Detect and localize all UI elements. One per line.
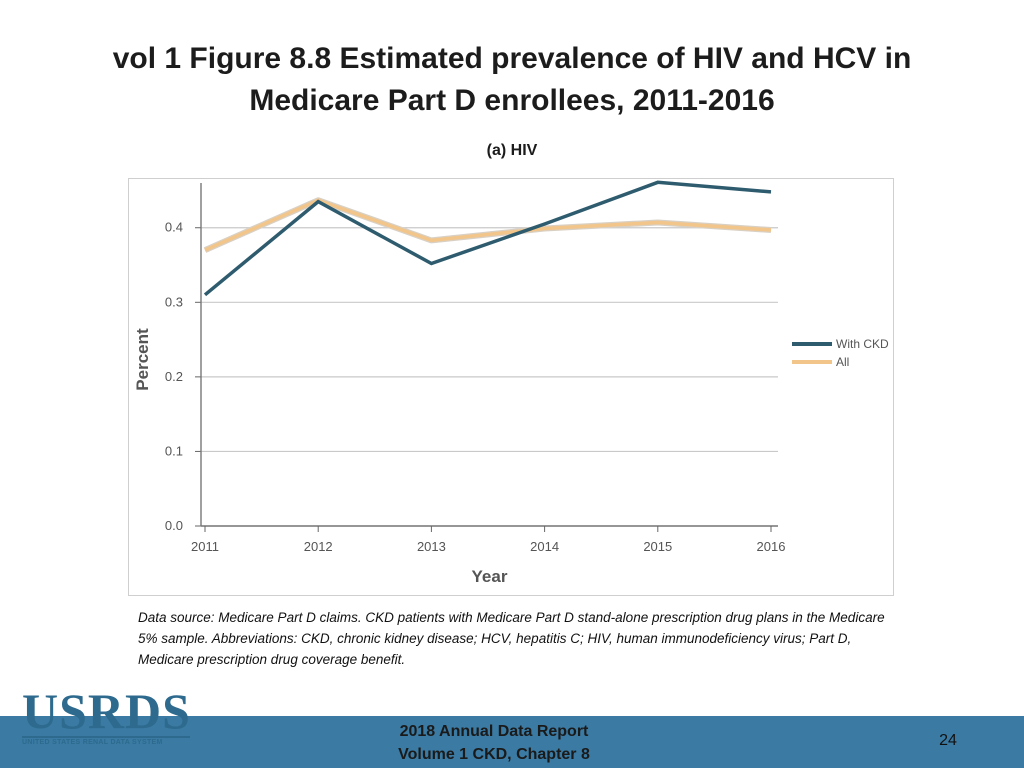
y-tick-label: 0.3 bbox=[165, 294, 183, 309]
x-tick-label: 2014 bbox=[530, 539, 559, 554]
series-line-with-ckd bbox=[203, 180, 772, 297]
y-tick-label: 0.1 bbox=[165, 443, 183, 458]
x-tick-label: 2013 bbox=[417, 539, 446, 554]
hiv-prevalence-chart: 0.0 0.1 0.2 0.3 0.4 2011 2012 2013 2014 2015 2016 Y… bbox=[133, 180, 889, 586]
footer-report-title: 2018 Annual Data Report Volume 1 CKD, Ch… bbox=[362, 720, 626, 766]
x-tick-label: 2016 bbox=[757, 539, 786, 554]
logo-tagline: UNITED STATES RENAL DATA SYSTEM bbox=[22, 739, 163, 746]
y-tick-label: 0.4 bbox=[165, 220, 183, 235]
x-tick-label: 2011 bbox=[191, 539, 219, 554]
footer-band bbox=[0, 716, 1024, 768]
logo-rule bbox=[22, 736, 190, 738]
footer-line-2: Volume 1 CKD, Chapter 8 bbox=[398, 746, 590, 763]
series-line-all bbox=[204, 198, 772, 252]
y-tick-label: 0.0 bbox=[165, 518, 183, 533]
x-tick-label: 2015 bbox=[643, 539, 672, 554]
data-source-note: Data source: Medicare Part D claims. CKD… bbox=[138, 610, 885, 667]
slide-title: vol 1 Figure 8.8 Estimated prevalence of… bbox=[112, 42, 912, 117]
x-axis-title: Year bbox=[472, 567, 508, 586]
chart-subtitle: (a) HIV bbox=[486, 142, 538, 159]
logo-wordmark: USRDS bbox=[22, 683, 191, 739]
footer-line-1: 2018 Annual Data Report bbox=[399, 723, 589, 740]
x-tick-label: 2012 bbox=[304, 539, 333, 554]
y-axis-title: Percent bbox=[133, 328, 152, 391]
legend-label-all: All bbox=[836, 355, 849, 369]
usrds-logo: USRDS UNITED STATES RENAL DATA SYSTEM bbox=[22, 683, 191, 748]
y-tick-label: 0.2 bbox=[165, 369, 183, 384]
legend-label-with-ckd: With CKD bbox=[836, 337, 889, 351]
page-number: 24 bbox=[939, 732, 957, 749]
